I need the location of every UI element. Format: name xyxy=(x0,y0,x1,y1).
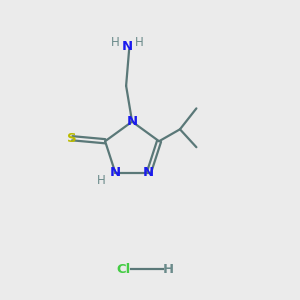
Text: Cl: Cl xyxy=(116,263,130,276)
Text: H: H xyxy=(162,263,173,276)
Text: H: H xyxy=(111,36,120,49)
Text: N: N xyxy=(110,167,121,179)
Text: S: S xyxy=(68,132,77,145)
Text: N: N xyxy=(127,115,138,128)
Text: H: H xyxy=(97,174,106,187)
Text: N: N xyxy=(143,167,154,179)
Text: N: N xyxy=(122,40,133,53)
Text: H: H xyxy=(135,36,144,49)
